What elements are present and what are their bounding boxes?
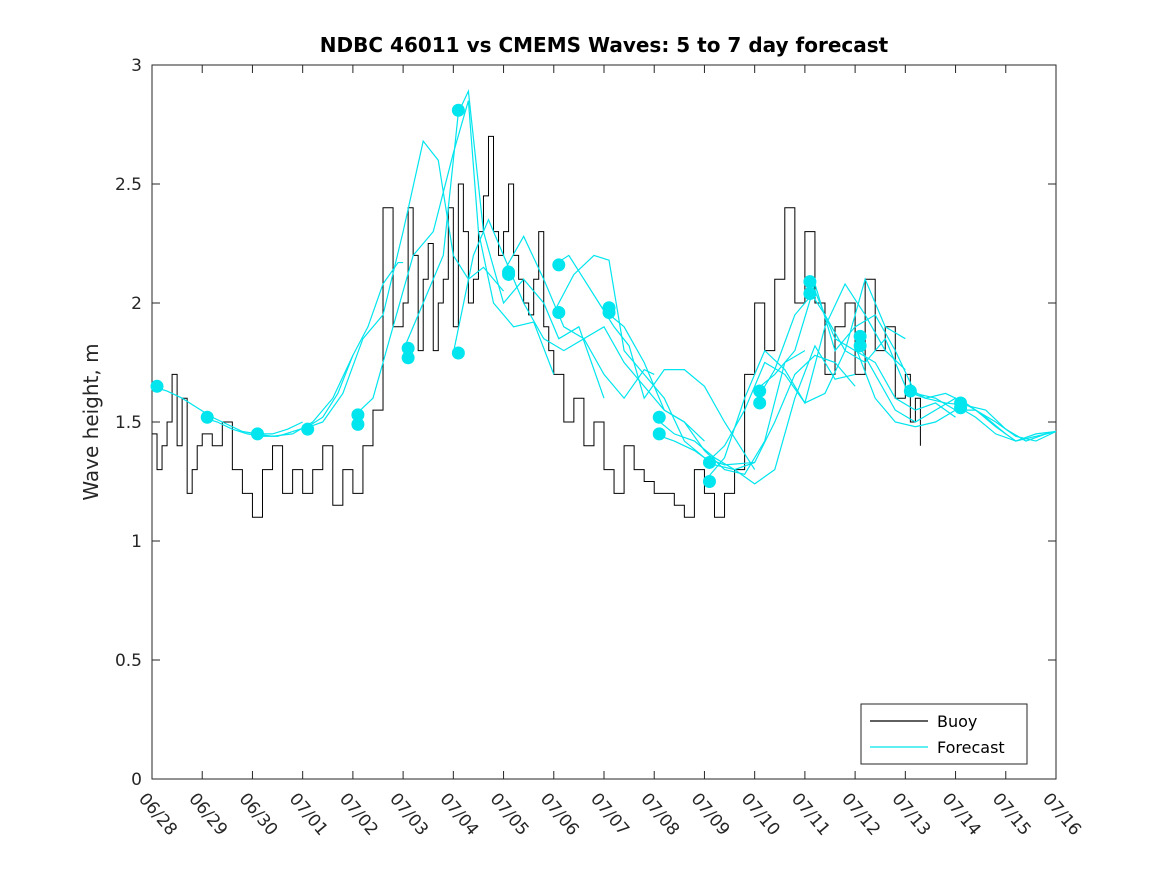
- y-tick-label: 0: [131, 770, 142, 790]
- forecast-marker: [150, 379, 164, 393]
- forecast-run-line-16: [754, 281, 956, 411]
- y-tick-label: 0.5: [115, 651, 142, 671]
- y-tick-label: 2.5: [115, 175, 142, 195]
- forecast-marker: [702, 475, 716, 488]
- forecast-run-line-5: [352, 100, 555, 418]
- forecast-marker: [351, 408, 365, 422]
- forecast-marker: [401, 351, 415, 365]
- forecast-marker: [954, 401, 968, 415]
- forecast-marker: [853, 329, 867, 343]
- forecast-marker: [803, 286, 817, 300]
- forecast-marker: [250, 427, 264, 441]
- forecast-series-layer: [151, 88, 1057, 485]
- forecast-run-line-7: [452, 218, 655, 400]
- forecast-marker: [853, 339, 867, 353]
- legend: Buoy Forecast: [860, 703, 1028, 765]
- y-axis-label: Wave height, m: [79, 343, 103, 500]
- y-tick-label: 1.5: [115, 413, 142, 433]
- forecast-run-line-4: [302, 139, 505, 430]
- forecast-marker: [702, 455, 716, 469]
- forecast-run-line-12: [653, 344, 856, 485]
- forecast-markers-layer: [150, 103, 968, 488]
- y-tick-label: 3: [131, 56, 142, 76]
- forecast-run-line-6: [402, 88, 605, 399]
- forecast-marker: [351, 417, 365, 431]
- forecast-marker: [753, 384, 767, 398]
- forecast-run-line-21: [905, 390, 1057, 442]
- forecast-marker: [502, 267, 516, 281]
- forecast-run-line-1: [151, 385, 303, 435]
- forecast-run-line-13: [654, 354, 856, 471]
- legend-box: [860, 703, 1028, 765]
- y-axis: 0 0.5 1 1.5 2 2.5 3: [115, 56, 1056, 790]
- forecast-marker: [401, 341, 415, 355]
- forecast-marker: [903, 384, 917, 398]
- forecast-marker: [552, 306, 566, 320]
- legend-forecast-label: Forecast: [937, 738, 1005, 757]
- legend-buoy-label: Buoy: [937, 712, 977, 731]
- forecast-marker: [602, 306, 616, 320]
- forecast-marker: [451, 103, 465, 117]
- y-tick-label: 2: [131, 294, 142, 314]
- forecast-marker: [200, 410, 214, 424]
- forecast-marker: [451, 346, 465, 360]
- forecast-run-line-17: [754, 289, 956, 418]
- y-tick-label: 1: [131, 532, 142, 552]
- forecast-marker: [301, 422, 315, 436]
- chart-title: NDBC 46011 vs CMEMS Waves: 5 to 7 day fo…: [320, 33, 889, 57]
- forecast-run-line-11: [603, 309, 806, 476]
- forecast-run-line-15: [703, 282, 906, 482]
- plot-area: [150, 64, 1057, 780]
- forecast-marker: [652, 427, 666, 441]
- forecast-run-line-10: [553, 254, 756, 470]
- forecast-marker: [552, 258, 566, 272]
- forecast-run-line-22: [955, 404, 1057, 442]
- forecast-marker: [803, 275, 817, 289]
- forecast-marker: [652, 410, 666, 424]
- forecast-marker: [753, 396, 767, 410]
- forecast-run-line-3: [252, 261, 404, 437]
